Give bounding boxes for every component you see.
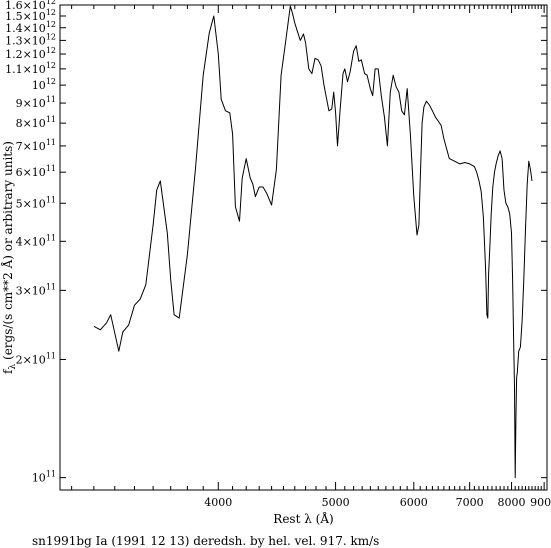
y-tick-label: 9×1011 xyxy=(16,95,56,110)
y-axis-label-sub: λ xyxy=(8,364,18,370)
y-tick-label: 1.3×1012 xyxy=(5,32,56,47)
y-tick-label: 6×1011 xyxy=(16,164,56,179)
y-tick-label: 3×1011 xyxy=(16,282,56,297)
spectrum-line xyxy=(93,5,533,479)
x-axis-ticks: 4000 5000 6000 7000 8000 9000 xyxy=(71,5,551,509)
x-tick-label: 6000 xyxy=(400,496,428,509)
x-tick-label: 9000 xyxy=(530,496,551,509)
x-tick-label: 4000 xyxy=(204,496,232,509)
x-tick-label: 5000 xyxy=(322,496,350,509)
y-tick-label: 2×1011 xyxy=(16,351,56,366)
x-tick-label: 7000 xyxy=(456,496,484,509)
y-tick-label: 1.1×1012 xyxy=(5,61,56,76)
y-tick-label: 4×1011 xyxy=(16,233,56,248)
y-axis-label: fλ (ergs/(s cm**2 Å) or arbitrary units) xyxy=(0,141,18,374)
x-axis-label: Rest λ (Å) xyxy=(273,511,333,526)
series-group xyxy=(93,5,533,479)
y-axis-label-main: f xyxy=(1,368,15,374)
y-axis-label-rest: (ergs/(s cm**2 Å) or arbitrary units) xyxy=(0,141,15,364)
y-tick-label: 5×1011 xyxy=(16,195,56,210)
y-tick-label: 8×1011 xyxy=(16,115,56,130)
y-tick-label: 1.6×1012 xyxy=(5,0,56,12)
y-tick-label: 1.2×1012 xyxy=(5,46,56,61)
chart-caption: sn1991bg Ia (1991 12 13) deredsh. by hel… xyxy=(32,534,379,548)
y-tick-label: 1.4×1012 xyxy=(5,20,56,35)
y-tick-label: 1012 xyxy=(32,77,56,92)
y-axis-ticks: 1011 2×1011 3×1011 4×1011 5×1011 6×1011 7×1011… xyxy=(5,0,547,485)
y-tick-label: 1.5×1012 xyxy=(5,8,56,23)
plot-frame xyxy=(59,4,548,491)
y-tick-label: 7×1011 xyxy=(16,138,56,153)
y-tick-label: 1011 xyxy=(32,470,56,485)
x-tick-label: 8000 xyxy=(498,496,526,509)
